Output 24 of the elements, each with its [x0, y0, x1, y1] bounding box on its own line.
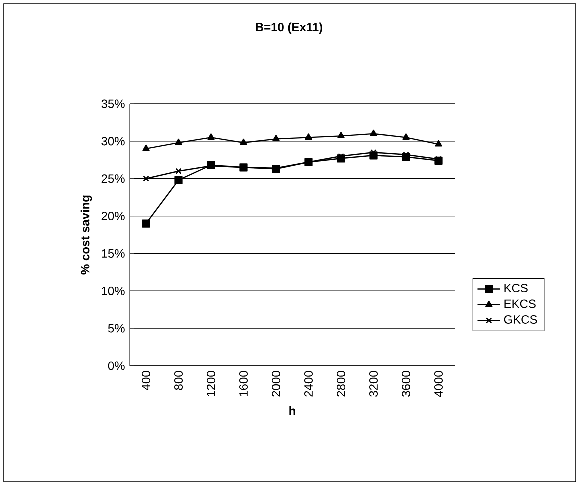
x-tick-label: 400: [142, 371, 151, 390]
x-axis-title: h: [290, 406, 296, 416]
y-tick-label: 30%: [102, 137, 125, 146]
legend-label: KCS: [504, 284, 528, 293]
chart-title: B=10 (Ex11): [256, 22, 323, 34]
x-tick-label: 800: [174, 371, 184, 390]
x-tick-label: 2000: [272, 371, 281, 397]
legend-label: EKCS: [504, 300, 536, 308]
legend-label: GKCS: [504, 315, 538, 324]
y-tick-label: 0%: [108, 362, 125, 370]
x-tick-label: 1600: [239, 371, 248, 396]
x-tick-label: 1200: [207, 371, 216, 396]
y-axis-title: % cost saving: [80, 196, 92, 275]
y-tick-label: 25%: [102, 174, 125, 184]
x-tick-label: 4000: [434, 371, 444, 398]
y-tick-label: 20%: [102, 212, 125, 221]
y-tick-label: 10%: [102, 286, 125, 296]
x-tick-label: 2800: [336, 371, 346, 397]
x-tick-label: 2400: [304, 371, 314, 397]
y-tick-label: 15%: [102, 250, 125, 258]
y-tick-label: 35%: [102, 100, 125, 108]
y-tick-label: 5%: [108, 324, 125, 333]
x-tick-label: 3600: [402, 371, 411, 397]
x-tick-label: 3200: [369, 371, 378, 397]
